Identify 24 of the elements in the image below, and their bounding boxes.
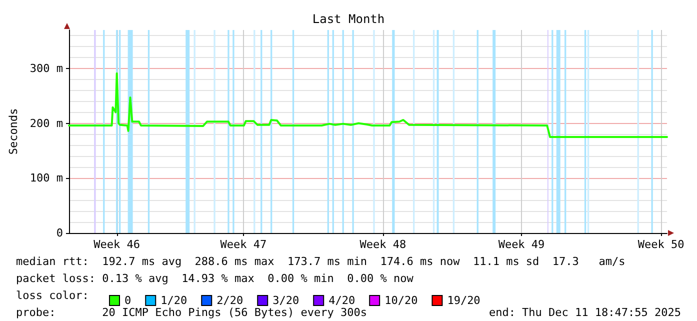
text: packet loss: 0.13 % avg 14.93 % max 0.00 % min 0.00 % now [16,272,414,285]
text: end: Thu Dec 11 18:47:55 2025 [488,306,682,319]
y-tick-label: 0 [56,226,64,240]
legend-label: 3/20 [272,294,300,307]
y-tick-label: 300 m [30,62,64,75]
x-tick-label: Week 47 [220,238,267,251]
legend-label: 2/20 [216,294,244,307]
y-tick-label: 200 m [30,116,64,130]
y-tick-label: 100 m [30,172,64,185]
x-tick-label: Week 49 [498,238,545,251]
x-tick-label: Week 50 [638,238,684,251]
y-axis-title: Seconds [7,108,20,155]
legend-title: loss color: [16,289,89,302]
legend-label: 0 [124,294,132,307]
legend-label: 1/20 [160,294,188,307]
legend-label: 19/20 [447,294,480,307]
legend-label: 4/20 [328,294,356,307]
text: median rtt: 192.7 ms avg 288.6 ms max 173.7 ms min 174.6 ms now 11.1 ms sd 17.3 am/s [16,255,626,268]
text: probe: 20 ICMP Echo Pings (56 Bytes) every 300s [16,306,367,319]
x-tick-label: Week 46 [94,238,140,251]
line-series [68,72,668,138]
legend-label: 10/20 [384,294,418,307]
x-tick-label: Week 48 [360,238,406,251]
chart-title: Last Month [312,12,385,26]
